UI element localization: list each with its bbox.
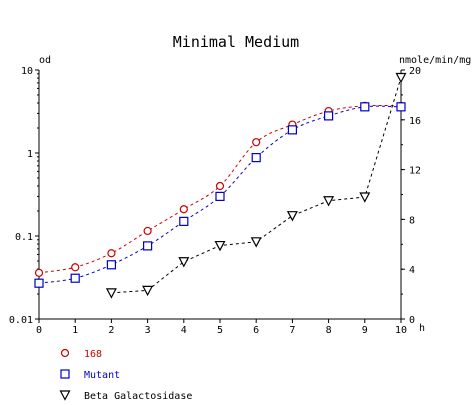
data-point-series-0 (71, 263, 80, 272)
y-right-tick-label: 4 (409, 265, 415, 276)
data-point-series-1 (360, 102, 370, 112)
data-point-series-1 (34, 278, 44, 288)
chart-title: Minimal Medium (173, 33, 299, 51)
data-point-series-0 (34, 268, 44, 277)
data-point-series-1 (70, 273, 80, 283)
x-tick-label: 4 (181, 325, 187, 336)
y-left-tick-label: 10 (21, 66, 33, 77)
y-right-tick-label: 20 (409, 66, 421, 77)
data-point-series-1 (106, 260, 117, 270)
data-point-series-1 (215, 191, 225, 201)
legend-label-2: Beta Galactosidase (84, 391, 192, 402)
y-right-axis-label: nmole/min/mg (399, 55, 471, 66)
x-tick-label: 0 (36, 325, 42, 336)
data-point-series-2 (178, 257, 190, 268)
x-tick-label: 1 (72, 325, 78, 336)
data-point-series-1 (251, 153, 261, 163)
series-layer (34, 72, 407, 299)
data-point-series-2 (395, 72, 407, 84)
data-point-series-2 (105, 288, 117, 299)
y-left-tick-label: 1 (27, 149, 33, 160)
data-point-series-2 (286, 211, 298, 222)
data-point-series-2 (250, 237, 262, 248)
x-axis-label: h (419, 323, 425, 334)
series-line-0 (38, 104, 402, 274)
y-left-tick-label: 0.01 (9, 315, 33, 326)
data-point-series-1 (143, 241, 153, 251)
y-right-tick-label: 0 (409, 315, 415, 326)
y-right-tick-label: 16 (409, 116, 421, 127)
y-left-axis-label: od (39, 55, 51, 66)
y-left-tick-label: 0.1 (15, 232, 33, 243)
data-point-series-0 (215, 181, 225, 191)
data-point-series-1 (396, 102, 406, 112)
x-tick-label: 10 (395, 325, 407, 336)
data-point-series-1 (179, 216, 189, 226)
x-tick-label: 8 (326, 325, 332, 336)
data-point-series-0 (143, 226, 152, 236)
y-right-tick-label: 12 (409, 166, 421, 177)
x-tick-label: 3 (145, 325, 151, 336)
data-point-series-0 (179, 205, 188, 214)
series-line-2 (111, 77, 402, 294)
data-point-series-1 (324, 111, 334, 121)
legend-marker-2 (59, 390, 71, 401)
legend-marker-0 (60, 348, 70, 358)
data-point-series-0 (252, 138, 261, 147)
x-tick-label: 2 (108, 325, 114, 336)
data-point-series-0 (107, 249, 116, 258)
data-point-series-2 (214, 240, 226, 252)
x-tick-label: 5 (217, 325, 223, 336)
data-point-series-1 (287, 125, 297, 135)
legend: 168 Mutant Beta Galactosidase (59, 348, 192, 402)
data-point-series-2 (323, 196, 335, 207)
data-point-series-2 (359, 192, 371, 203)
legend-label-1: Mutant (84, 370, 120, 381)
x-tick-label: 6 (253, 325, 259, 336)
legend-label-0: 168 (84, 349, 102, 360)
y-right-tick-label: 8 (409, 215, 415, 226)
legend-marker-1 (60, 369, 70, 379)
x-tick-label: 9 (362, 325, 368, 336)
x-tick-label: 7 (289, 325, 295, 336)
data-point-series-2 (142, 285, 154, 297)
